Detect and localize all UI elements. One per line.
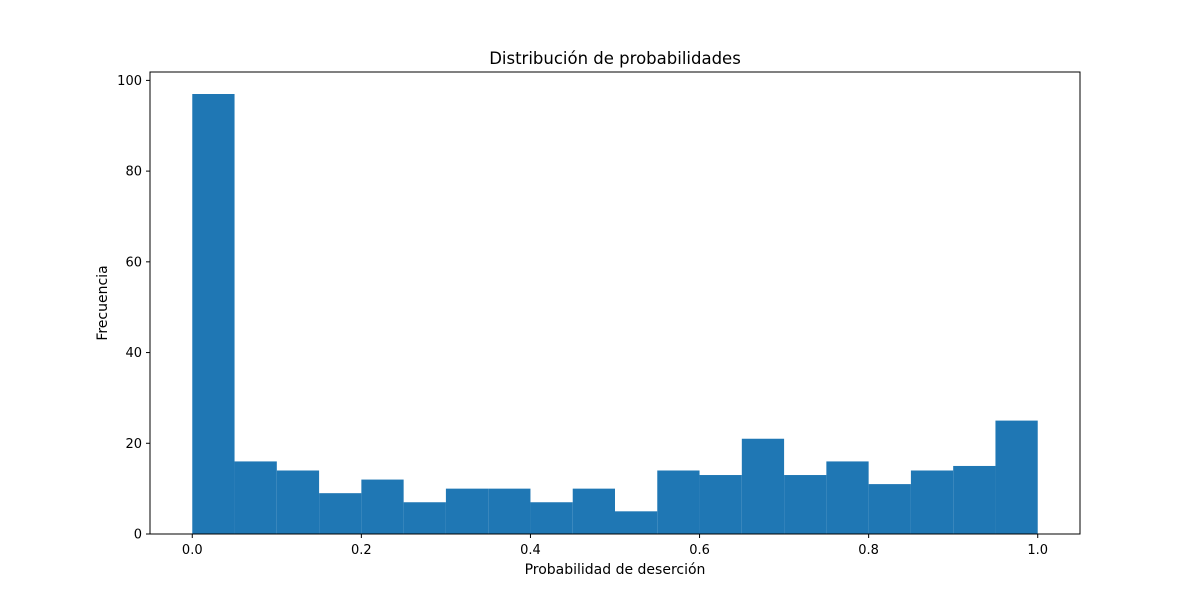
y-tick-label: 100 [117,74,142,89]
y-tick-label: 40 [125,346,142,361]
y-axis-label: Frecuencia [95,265,111,340]
histogram-bar [910,470,954,534]
histogram-bar [995,420,1038,534]
histogram-bar [530,502,573,534]
histogram-bar [868,484,911,534]
histogram-bar [403,502,446,534]
histogram-bar [826,461,869,534]
histogram-bar [445,488,489,534]
histogram-bars [192,94,1038,534]
x-tick-label: 1.0 [1027,543,1048,558]
x-tick-label: 0.8 [858,543,879,558]
chart-title: Distribución de probabilidades [489,49,741,68]
x-tick-label: 0.0 [182,543,203,558]
y-tick-label: 20 [125,437,142,452]
histogram-bar [361,479,404,534]
y-axis-ticks: 0 20 40 60 80 100 [117,74,150,543]
histogram-bar [657,470,700,534]
histogram-bar [319,493,362,534]
y-tick-label: 0 [134,528,142,543]
histogram-bar [192,94,235,534]
histogram-bar [615,511,658,534]
x-axis-ticks: 0.0 0.2 0.4 0.6 0.8 1.0 [182,534,1048,558]
histogram-bar [741,438,785,534]
plot-frame [149,71,1081,535]
y-tick-label: 60 [125,255,142,270]
x-tick-label: 0.4 [520,543,541,558]
histogram-bar [572,488,615,534]
x-tick-label: 0.2 [351,543,372,558]
histogram-bar [699,475,742,534]
histogram-bar [234,461,277,534]
histogram-bar [953,465,996,534]
x-axis-label: Probabilidad de deserción [525,562,706,578]
histogram-bar [276,470,320,534]
histogram-bar [488,488,531,534]
y-tick-label: 80 [125,165,142,180]
x-tick-label: 0.6 [689,543,710,558]
histogram-bar [784,475,827,534]
